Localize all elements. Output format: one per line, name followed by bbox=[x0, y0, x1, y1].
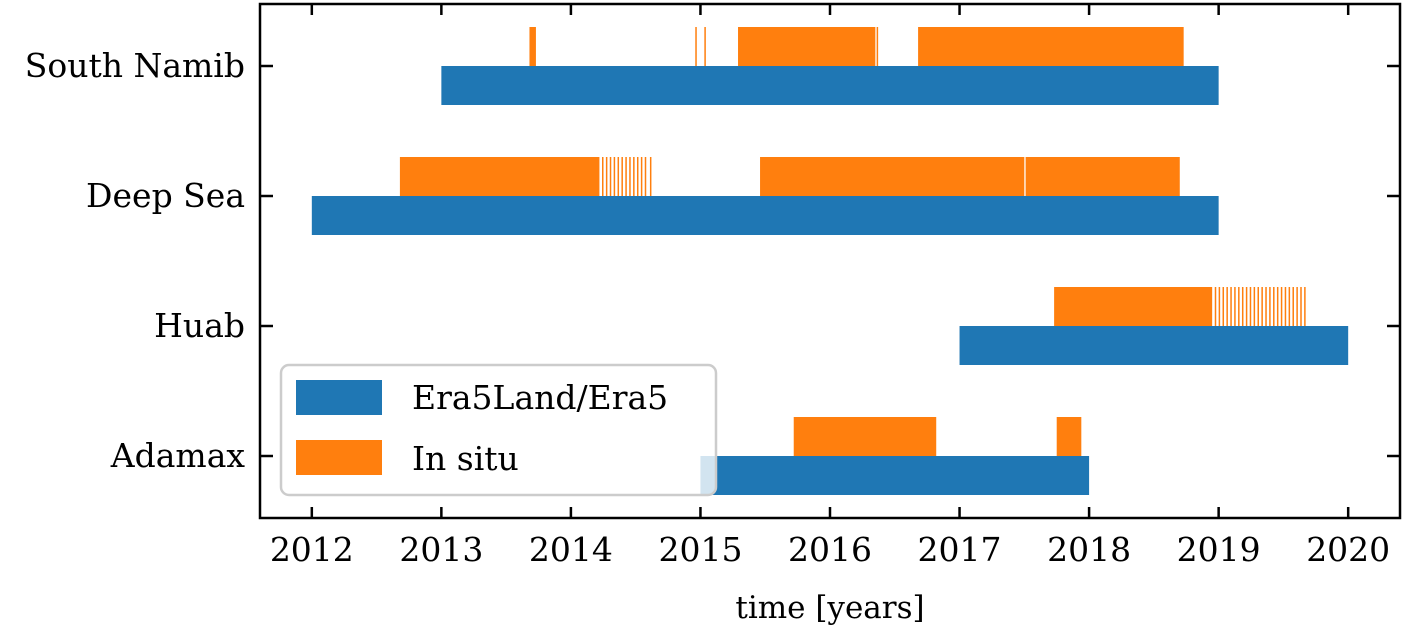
x-tick-label: 2017 bbox=[918, 530, 1002, 569]
x-axis-label: time [years] bbox=[735, 590, 924, 626]
in-situ-bar-huab bbox=[1222, 287, 1225, 326]
era5-bar-deep-sea bbox=[311, 196, 1219, 235]
in-situ-bar-huab bbox=[1300, 287, 1302, 326]
in-situ-bar-huab bbox=[1292, 287, 1294, 326]
in-situ-bar-huab bbox=[1284, 287, 1287, 326]
in-situ-bar-huab bbox=[1280, 287, 1283, 326]
in-situ-bar-south-namib bbox=[704, 27, 706, 66]
in-situ-bar-huab bbox=[1218, 287, 1221, 326]
era5-bar-huab bbox=[959, 326, 1349, 365]
y-tick-label-adamax: Adamax bbox=[110, 436, 246, 475]
legend-label-in-situ: In situ bbox=[412, 439, 519, 478]
in-situ-bar-deep-sea bbox=[621, 157, 623, 196]
x-tick-label: 2014 bbox=[529, 530, 613, 569]
in-situ-bar-huab bbox=[1304, 287, 1306, 326]
x-tick-label: 2015 bbox=[658, 530, 742, 569]
in-situ-bar-deep-sea bbox=[602, 157, 604, 196]
in-situ-bar-deep-sea bbox=[609, 157, 612, 196]
in-situ-bar-deep-sea bbox=[399, 157, 600, 196]
in-situ-bar-deep-sea bbox=[613, 157, 616, 196]
in-situ-bar-deep-sea bbox=[649, 157, 652, 196]
in-situ-bar-huab bbox=[1249, 287, 1252, 326]
in-situ-bar-deep-sea bbox=[605, 157, 608, 196]
in-situ-bar-south-namib bbox=[529, 27, 536, 66]
in-situ-bar-adamax bbox=[1056, 417, 1082, 456]
in-situ-bar-huab bbox=[1230, 287, 1232, 326]
x-tick-label: 2016 bbox=[788, 530, 872, 569]
in-situ-bar-south-namib bbox=[876, 27, 879, 66]
x-axis-ticks: 2012 2013 2014 2015 2016 2017 2018 2019 2020 bbox=[270, 4, 1390, 569]
x-tick-label: 2018 bbox=[1047, 530, 1131, 569]
in-situ-bar-huab bbox=[1214, 287, 1217, 326]
legend-swatch-in-situ bbox=[296, 440, 382, 475]
y-tick-label-huab: Huab bbox=[154, 306, 245, 345]
in-situ-bar-south-namib bbox=[918, 27, 1184, 66]
in-situ-bar-huab bbox=[1253, 287, 1256, 326]
in-situ-bar-huab bbox=[1241, 287, 1244, 326]
in-situ-bar-huab bbox=[1234, 287, 1236, 326]
in-situ-bar-deep-sea bbox=[644, 157, 647, 196]
bars-layer bbox=[311, 27, 1349, 495]
in-situ-bar-deep-sea bbox=[629, 157, 631, 196]
in-situ-bar-huab bbox=[1288, 287, 1291, 326]
in-situ-bar-huab bbox=[1245, 287, 1248, 326]
in-situ-bar-deep-sea bbox=[640, 157, 643, 196]
in-situ-bar-south-namib bbox=[695, 27, 697, 66]
x-tick-label: 2012 bbox=[270, 530, 354, 569]
y-tick-label-deep-sea: Deep Sea bbox=[86, 176, 245, 215]
in-situ-bar-huab bbox=[1261, 287, 1263, 326]
legend-label-era5: Era5Land/Era5 bbox=[412, 378, 668, 417]
legend-box bbox=[279, 363, 718, 497]
y-tick-label-south-namib: South Namib bbox=[25, 46, 245, 85]
in-situ-bar-south-namib bbox=[738, 27, 876, 66]
in-situ-bar-huab bbox=[1257, 287, 1259, 326]
legend-swatch-era5 bbox=[296, 380, 382, 415]
x-tick-label: 2020 bbox=[1306, 530, 1390, 569]
legend: Era5Land/Era5 In situ bbox=[279, 363, 718, 497]
in-situ-bar-deep-sea bbox=[633, 157, 635, 196]
in-situ-bar-huab bbox=[1238, 287, 1240, 326]
in-situ-bar-adamax bbox=[793, 417, 937, 456]
in-situ-bar-huab bbox=[1296, 287, 1298, 326]
y-axis-ticks: Adamax Huab Deep Sea South Namib bbox=[25, 46, 1400, 475]
in-situ-bar-huab bbox=[1265, 287, 1267, 326]
x-tick-label: 2019 bbox=[1177, 530, 1261, 569]
in-situ-bar-huab bbox=[1269, 287, 1271, 326]
in-situ-bar-deep-sea bbox=[617, 157, 620, 196]
in-situ-bar-huab bbox=[1226, 287, 1228, 326]
era5-bar-south-namib bbox=[441, 66, 1219, 105]
in-situ-bar-deep-sea bbox=[636, 157, 639, 196]
era5-bar-adamax bbox=[700, 456, 1090, 495]
in-situ-bar-deep-sea bbox=[760, 157, 1025, 196]
in-situ-bar-deep-sea bbox=[625, 157, 627, 196]
x-tick-label: 2013 bbox=[399, 530, 483, 569]
in-situ-bar-huab bbox=[1276, 287, 1279, 326]
in-situ-bar-deep-sea bbox=[1025, 157, 1180, 196]
in-situ-bar-huab bbox=[1054, 287, 1213, 326]
in-situ-bar-huab bbox=[1273, 287, 1275, 326]
